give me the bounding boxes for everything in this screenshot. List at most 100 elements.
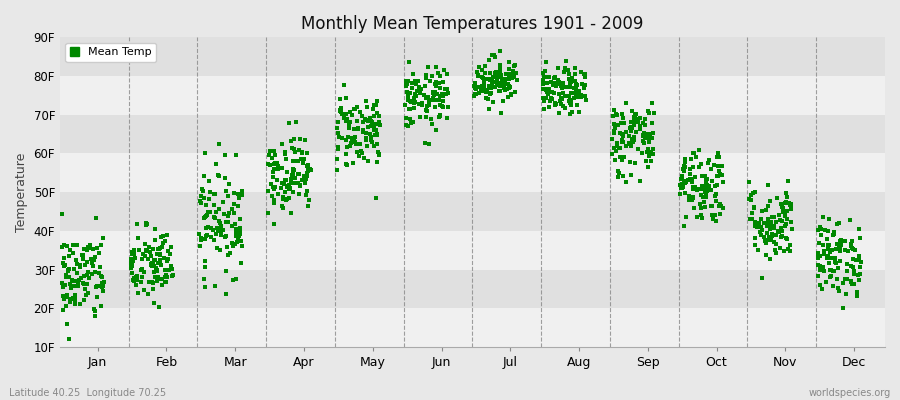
Point <box>572 109 587 115</box>
Point <box>838 276 852 282</box>
Point <box>820 242 834 248</box>
Point <box>753 223 768 230</box>
Point <box>303 167 318 174</box>
Point <box>832 220 846 226</box>
Point <box>467 91 482 97</box>
Point <box>707 193 722 200</box>
Point <box>266 186 281 193</box>
Point <box>235 188 249 194</box>
Point <box>751 247 765 254</box>
Point <box>567 78 581 84</box>
Point <box>93 264 107 271</box>
Point <box>198 214 212 220</box>
Point <box>426 95 440 101</box>
Point <box>474 67 489 73</box>
Point <box>574 69 589 75</box>
Point <box>637 116 652 122</box>
Point <box>817 227 832 234</box>
Point <box>75 252 89 259</box>
Point <box>624 142 638 149</box>
Point <box>552 78 566 85</box>
Point <box>477 81 491 87</box>
Point <box>270 176 284 183</box>
Point <box>494 110 508 117</box>
Point <box>615 157 629 164</box>
Point <box>626 125 640 131</box>
Point <box>502 71 517 77</box>
Point <box>679 178 693 185</box>
Point <box>65 277 79 284</box>
Point <box>64 285 78 291</box>
Point <box>337 115 351 121</box>
Point <box>835 305 850 312</box>
Point <box>569 81 583 87</box>
Point <box>209 231 223 237</box>
Point <box>488 84 502 90</box>
Point <box>213 223 228 229</box>
Point <box>160 248 175 254</box>
Point <box>80 290 94 296</box>
Point <box>424 116 438 122</box>
Point <box>332 96 347 102</box>
Point <box>161 256 176 262</box>
Point <box>558 93 572 99</box>
Point <box>842 248 856 254</box>
Point <box>543 98 557 104</box>
Point <box>544 95 558 101</box>
Point <box>93 282 107 289</box>
Point <box>542 73 556 80</box>
Point <box>624 128 638 134</box>
Point <box>703 166 717 172</box>
Point <box>763 198 778 204</box>
Point <box>483 85 498 91</box>
Point <box>266 166 281 172</box>
Point <box>711 150 725 156</box>
Point <box>69 270 84 276</box>
Point <box>698 184 713 190</box>
Point <box>742 179 757 186</box>
Point <box>221 181 236 187</box>
Point <box>194 234 208 241</box>
Point <box>779 216 794 223</box>
Point <box>615 131 629 137</box>
Point <box>80 272 94 278</box>
Point <box>401 59 416 65</box>
Point <box>74 274 88 281</box>
Point <box>626 108 640 115</box>
Point <box>125 259 140 265</box>
Point <box>261 210 275 216</box>
Point <box>68 257 83 264</box>
Point <box>628 160 643 167</box>
Point <box>288 158 302 164</box>
Point <box>293 156 308 162</box>
Point <box>138 241 152 248</box>
Point <box>492 62 507 68</box>
Point <box>616 136 630 143</box>
Point <box>645 145 660 152</box>
Point <box>552 110 566 116</box>
Point <box>748 235 762 241</box>
Point <box>702 183 716 190</box>
Point <box>761 216 776 223</box>
Point <box>419 103 434 109</box>
Point <box>774 225 788 232</box>
Point <box>508 62 522 68</box>
Point <box>330 119 345 126</box>
Point <box>199 225 213 231</box>
Point <box>622 141 636 147</box>
Point <box>578 93 592 99</box>
Point <box>744 192 759 198</box>
Bar <box>60 270 885 308</box>
Point <box>234 238 248 244</box>
Point <box>127 274 141 281</box>
Point <box>83 242 97 248</box>
Point <box>361 158 375 164</box>
Point <box>646 130 661 136</box>
Point <box>124 261 139 267</box>
Point <box>56 307 70 313</box>
Point <box>274 140 289 147</box>
Point <box>436 98 450 105</box>
Point <box>767 225 781 232</box>
Point <box>203 225 218 231</box>
Point <box>419 108 434 114</box>
